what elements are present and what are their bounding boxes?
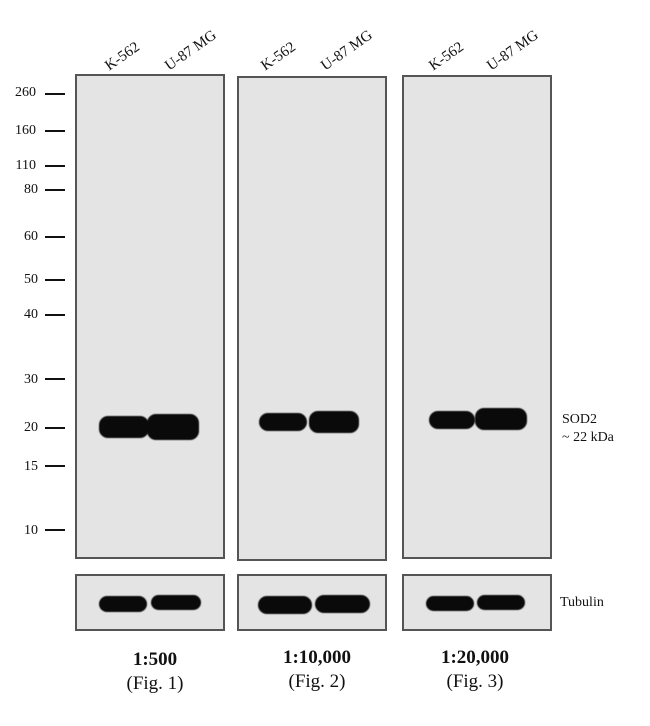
lane-label-p1-u87mg: U-87 MG bbox=[162, 27, 220, 75]
mw-tick-50 bbox=[45, 279, 65, 281]
tubulin-panel-1 bbox=[75, 574, 225, 631]
mw-label-260: 260 bbox=[15, 85, 36, 100]
band-sod2-k562-3 bbox=[429, 411, 475, 429]
lane-label-p1-k562: K-562 bbox=[102, 39, 143, 75]
band-sod2-u87mg-3 bbox=[475, 408, 527, 430]
lane-label-p3-k562: K-562 bbox=[426, 39, 467, 75]
lane-label-p3-u87mg: U-87 MG bbox=[484, 27, 542, 75]
band-sod2-k562-1 bbox=[99, 416, 149, 438]
mw-label-80: 80 bbox=[24, 182, 38, 197]
target-size: ~ 22 kDa bbox=[562, 430, 614, 445]
figure-caption-3: (Fig. 3) bbox=[446, 671, 504, 692]
mw-label-60: 60 bbox=[24, 229, 38, 244]
tubulin-panel-3 bbox=[402, 574, 552, 631]
band-sod2-u87mg-2 bbox=[309, 411, 359, 433]
mw-label-40: 40 bbox=[24, 307, 38, 322]
blot-panel-2 bbox=[237, 76, 387, 561]
dilution-label-1: 1:500 bbox=[132, 649, 178, 670]
dilution-label-2: 1:10,000 bbox=[282, 647, 352, 668]
blot-panel-1 bbox=[75, 74, 225, 559]
tubulin-panel-2 bbox=[237, 574, 387, 631]
mw-label-160: 160 bbox=[15, 123, 36, 138]
band-tubulin-u87mg-2 bbox=[315, 595, 370, 613]
target-label: SOD2 ~ 22 kDa bbox=[562, 411, 614, 447]
mw-label-50: 50 bbox=[24, 272, 38, 287]
blot-panel-3 bbox=[402, 75, 552, 559]
mw-tick-60 bbox=[45, 236, 65, 238]
mw-tick-40 bbox=[45, 314, 65, 316]
figure-caption-2: (Fig. 2) bbox=[288, 671, 346, 692]
band-sod2-u87mg-1 bbox=[147, 414, 199, 440]
dilution-label-3: 1:20,000 bbox=[440, 647, 510, 668]
mw-label-30: 30 bbox=[24, 372, 38, 387]
mw-tick-160 bbox=[45, 130, 65, 132]
mw-tick-10 bbox=[45, 529, 65, 531]
band-sod2-k562-2 bbox=[259, 413, 307, 431]
band-tubulin-u87mg-1 bbox=[151, 595, 201, 610]
target-name: SOD2 bbox=[562, 412, 598, 427]
band-tubulin-k562-2 bbox=[258, 596, 312, 614]
mw-tick-110 bbox=[45, 165, 65, 167]
mw-tick-260 bbox=[45, 93, 65, 95]
figure-caption-1: (Fig. 1) bbox=[126, 673, 184, 694]
mw-tick-15 bbox=[45, 465, 65, 467]
band-tubulin-u87mg-3 bbox=[477, 595, 525, 610]
lane-label-p2-u87mg: U-87 MG bbox=[318, 27, 376, 75]
loading-control-label: Tubulin bbox=[560, 595, 604, 610]
mw-label-10: 10 bbox=[24, 523, 38, 538]
mw-tick-80 bbox=[45, 189, 65, 191]
lane-label-p2-k562: K-562 bbox=[258, 39, 299, 75]
band-tubulin-k562-1 bbox=[99, 596, 147, 612]
band-tubulin-k562-3 bbox=[426, 596, 474, 611]
mw-label-110: 110 bbox=[15, 158, 36, 173]
mw-tick-30 bbox=[45, 378, 65, 380]
mw-label-15: 15 bbox=[24, 459, 38, 474]
mw-label-20: 20 bbox=[24, 420, 38, 435]
mw-tick-20 bbox=[45, 427, 65, 429]
